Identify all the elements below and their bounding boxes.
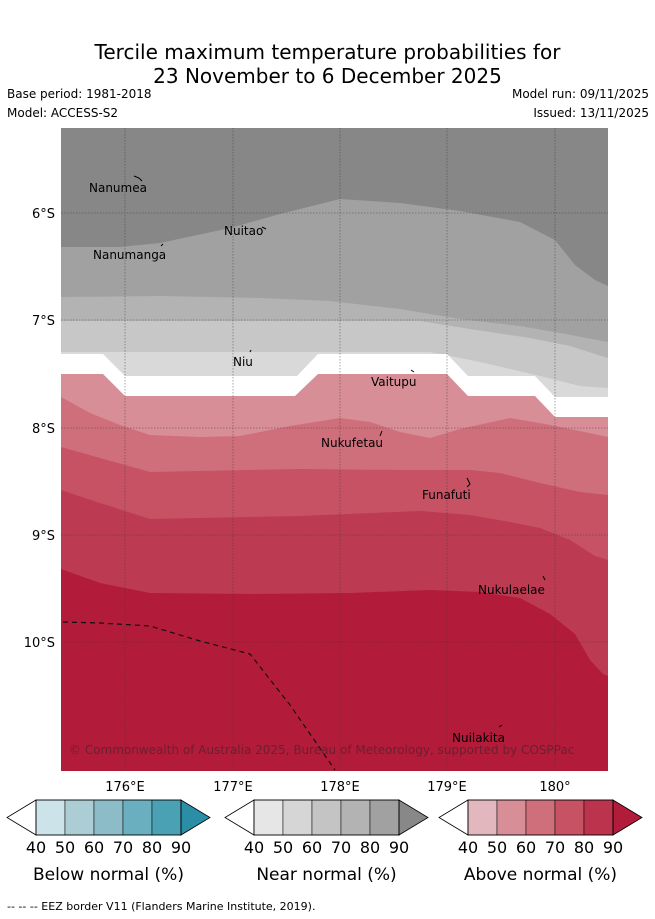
colorbar-tick-label: 80: [142, 838, 162, 857]
colorbar-tick-label: 40: [458, 838, 478, 857]
colorbar-tick-label: 70: [545, 838, 565, 857]
colorbar-label: Below normal (%): [33, 865, 184, 885]
colorbar-tick-label: 90: [603, 838, 623, 857]
colorbar-extend-high: [180, 799, 211, 836]
colorbar-extend-high: [612, 799, 643, 836]
graticule: [61, 128, 608, 771]
colorbar-tick-label: 60: [84, 838, 104, 857]
lon-label: 177°E: [213, 780, 253, 795]
colorbar-tick-label: 90: [389, 838, 409, 857]
colorbar-segment: [151, 799, 182, 836]
colorbar-segment: [35, 799, 66, 836]
colorbar-tick-label: 80: [574, 838, 594, 857]
base-period: Base period: 1981-2018: [7, 87, 152, 101]
colorbar-tick-label: 40: [26, 838, 46, 857]
band-above-90: [61, 569, 608, 771]
colorbar-tick-label: 60: [302, 838, 322, 857]
lat-label: 7°S: [32, 314, 55, 329]
colorbar-segment: [282, 799, 313, 836]
lat-label: 9°S: [32, 529, 55, 544]
colorbar-extend-low: [6, 799, 37, 836]
probability-bands: [61, 128, 608, 771]
colorbar-extend-low: [224, 799, 255, 836]
colorbar-frame: [35, 799, 182, 836]
colorbar-segment: [93, 799, 124, 836]
place-label: Nukulaelae: [478, 583, 545, 597]
map-title: Tercile maximum temperature probabilitie…: [0, 40, 655, 88]
lat-label: 10°S: [24, 636, 55, 651]
colorbar-legends: 40 50 60 70 80 90 Below normal (%) 40 50 60 70 80 90…: [6, 799, 643, 885]
colorbar-frame: [467, 799, 614, 836]
colorbar-tick-label: 50: [55, 838, 75, 857]
place-label: Niu: [233, 355, 253, 369]
colorbar-tick-label: 70: [331, 838, 351, 857]
place-label: Nanumanga: [93, 248, 166, 262]
lat-label: 6°S: [32, 207, 55, 222]
copyright-text: © Commonwealth of Australia 2025, Bureau…: [69, 743, 574, 757]
colorbar-extend-high: [398, 799, 429, 836]
place-label: Nuitao: [224, 224, 263, 238]
title-line-2: 23 November to 6 December 2025: [153, 64, 502, 88]
place-label: Nuilakita: [452, 731, 505, 745]
colorbar-segment: [583, 799, 614, 836]
lon-label: 179°E: [427, 780, 467, 795]
colorbar-segment: [496, 799, 527, 836]
colorbar-tick-label: 80: [360, 838, 380, 857]
colorbar-tick-label: 40: [244, 838, 264, 857]
lat-label: 8°S: [32, 422, 55, 437]
colorbar-segment: [554, 799, 585, 836]
model-run: Model run: 09/11/2025: [511, 87, 649, 101]
colorbar-segment: [311, 799, 342, 836]
place-label: Nukufetau: [321, 436, 383, 450]
issued-date: Issued: 13/11/2025: [533, 106, 649, 120]
colorbar-segment: [525, 799, 556, 836]
colorbar-segment: [467, 799, 498, 836]
colorbar-segment: [253, 799, 284, 836]
place-label: Funafuti: [422, 488, 471, 502]
title-line-1: Tercile maximum temperature probabilitie…: [94, 40, 561, 64]
eez-footnote: -- -- -- EEZ border V11 (Flanders Marine…: [7, 900, 316, 913]
colorbar-tick-label: 50: [273, 838, 293, 857]
colorbar-label: Above normal (%): [464, 865, 617, 885]
colorbar-segment: [64, 799, 95, 836]
colorbar-tick-label: 70: [113, 838, 133, 857]
colorbar-segment: [369, 799, 400, 836]
lon-label: 180°: [539, 780, 570, 795]
colorbar-label: Near normal (%): [256, 865, 396, 885]
lon-label: 176°E: [105, 780, 145, 795]
colorbar-extend-low: [438, 799, 469, 836]
eez-border-line: [62, 621, 336, 771]
island-marks: [133, 175, 546, 728]
colorbar-segment: [340, 799, 371, 836]
colorbar-tick-label: 60: [516, 838, 536, 857]
place-label: Nanumea: [89, 181, 147, 195]
place-label: Vaitupu: [371, 375, 417, 389]
colorbar-segment: [122, 799, 153, 836]
colorbar-tick-label: 90: [171, 838, 191, 857]
model-name: Model: ACCESS-S2: [7, 106, 119, 120]
lon-label: 178°E: [320, 780, 360, 795]
colorbar-frame: [253, 799, 400, 836]
colorbar-tick-label: 50: [487, 838, 507, 857]
